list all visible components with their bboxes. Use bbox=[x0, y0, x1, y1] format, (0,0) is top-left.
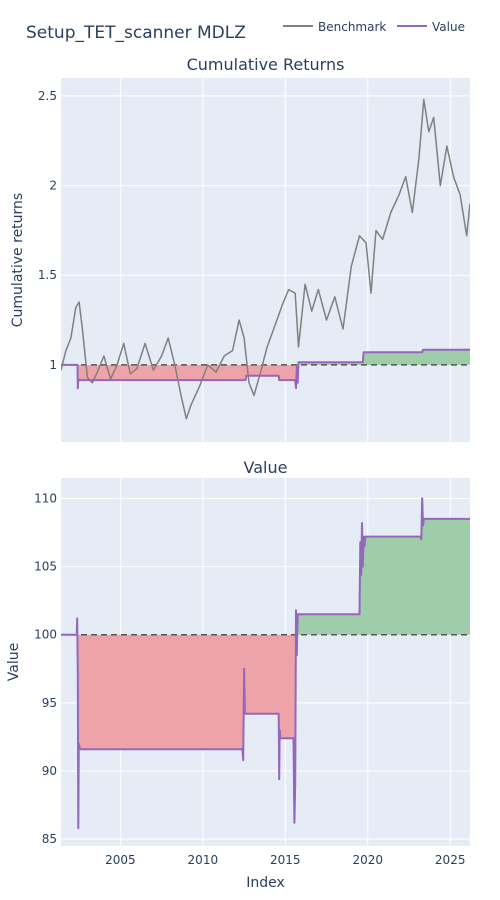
x-tick-label: 2005 bbox=[105, 853, 136, 867]
y-axis-title: Value bbox=[6, 643, 22, 681]
plot-area bbox=[61, 78, 470, 442]
cumulative-returns-panel: Cumulative Returns 1 1.5 2 2.5 Cumulative ret… bbox=[10, 55, 470, 442]
gain-area bbox=[298, 349, 470, 365]
legend-label-benchmark: Benchmark bbox=[318, 20, 386, 34]
y-tick-label: 2.5 bbox=[38, 89, 57, 103]
gain-area bbox=[297, 498, 470, 635]
y-tick-label: 90 bbox=[42, 764, 57, 778]
y-tick-label: 105 bbox=[34, 560, 57, 574]
x-tick-label: 2010 bbox=[188, 853, 219, 867]
legend-item-value[interactable]: Value bbox=[397, 20, 465, 34]
series-line-benchmark bbox=[61, 98, 470, 420]
series-line-value bbox=[61, 497, 470, 830]
y-tick-label: 2 bbox=[49, 179, 57, 193]
legend[interactable]: Benchmark Value bbox=[283, 20, 465, 34]
plot-content bbox=[61, 98, 470, 420]
x-tick-label: 2025 bbox=[435, 853, 466, 867]
plot-content bbox=[61, 497, 470, 830]
y-axis-title: Cumulative returns bbox=[10, 193, 26, 327]
value-panel: Value 85 90 95 100 105 110 2005 2010 2015 2020 2025… bbox=[6, 458, 470, 891]
subplot-title: Value bbox=[244, 458, 288, 477]
chart-title: Setup_TET_scanner MDLZ bbox=[26, 23, 246, 43]
y-tick-label: 110 bbox=[34, 491, 57, 505]
x-tick-label: 2020 bbox=[352, 853, 383, 867]
series-line-value bbox=[61, 348, 470, 390]
y-tick-label: 1.5 bbox=[38, 268, 57, 282]
subplot-title: Cumulative Returns bbox=[187, 55, 345, 74]
loss-area bbox=[77, 634, 296, 829]
x-axis-title: Index bbox=[246, 875, 285, 891]
x-tick-label: 2015 bbox=[270, 853, 301, 867]
y-tick-label: 95 bbox=[42, 696, 57, 710]
loss-area bbox=[77, 364, 299, 389]
y-tick-label: 1 bbox=[49, 358, 57, 372]
y-tick-label: 100 bbox=[34, 628, 57, 642]
y-tick-label: 85 bbox=[42, 832, 57, 846]
legend-label-value: Value bbox=[432, 20, 465, 34]
legend-item-benchmark[interactable]: Benchmark bbox=[283, 20, 386, 34]
